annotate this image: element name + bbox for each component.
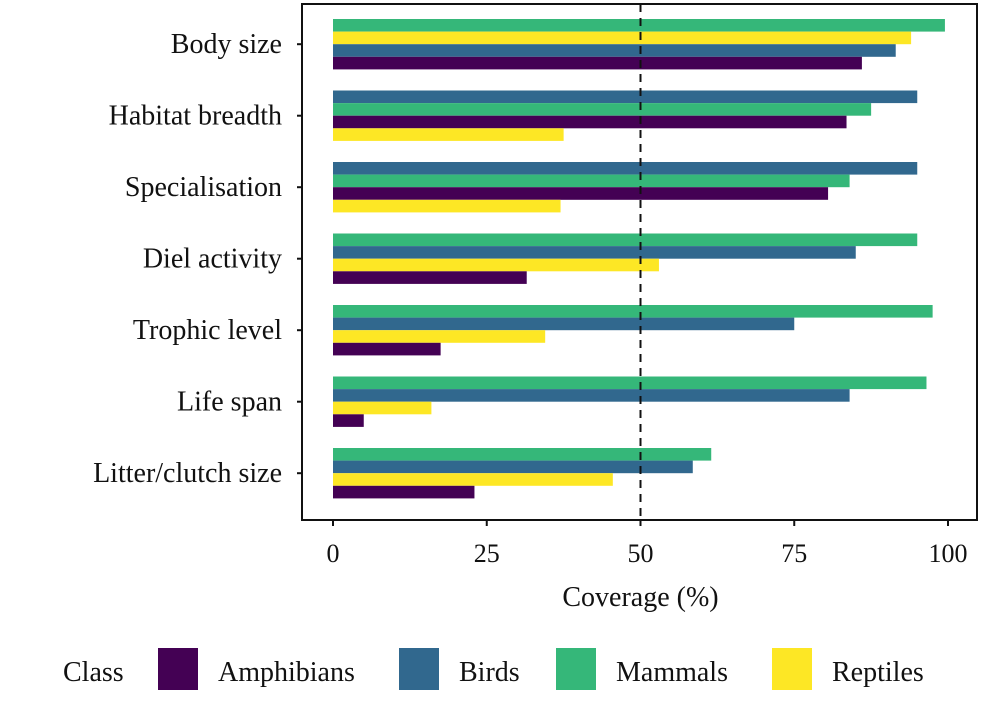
legend-label-birds: Birds — [459, 657, 520, 688]
legend: Class Amphibians Birds Mammals Reptiles — [63, 648, 924, 690]
legend-label-amphibians: Amphibians — [218, 657, 355, 688]
y-category-label: Diel activity — [143, 244, 282, 275]
bar-reptiles-3 — [333, 199, 561, 213]
bar-amphibians-4 — [333, 271, 527, 284]
x-axis: 0 25 50 75 100 — [327, 520, 968, 568]
bar-reptiles-6 — [333, 401, 432, 415]
bar-amphibians-6 — [333, 414, 364, 427]
bar-birds-1 — [333, 44, 896, 57]
legend-title: Class — [63, 657, 124, 688]
bar-mammals-7 — [333, 448, 712, 461]
bar-amphibians-7 — [333, 485, 475, 499]
bar-reptiles-2 — [333, 128, 564, 141]
bar-mammals-2 — [333, 103, 872, 116]
x-tick-label: 25 — [474, 539, 500, 568]
bar-mammals-6 — [333, 376, 927, 390]
legend-swatch-mammals — [556, 648, 596, 690]
y-category-label: Life span — [177, 387, 282, 418]
bars-layer — [333, 19, 945, 499]
bar-mammals-3 — [333, 174, 850, 188]
bar-birds-7 — [333, 460, 693, 474]
bar-mammals-4 — [333, 233, 918, 247]
bar-amphibians-3 — [333, 187, 829, 200]
legend-swatch-reptiles — [772, 648, 812, 690]
bar-birds-3 — [333, 162, 918, 175]
bar-mammals-1 — [333, 19, 945, 32]
legend-label-reptiles: Reptiles — [832, 657, 924, 688]
bar-amphibians-5 — [333, 342, 441, 356]
x-tick-label: 75 — [781, 539, 807, 568]
bar-reptiles-5 — [333, 330, 546, 343]
y-category-label: Trophic level — [133, 315, 282, 346]
y-category-label: Litter/clutch size — [93, 458, 282, 489]
x-tick-label: 0 — [327, 539, 340, 568]
bar-birds-6 — [333, 389, 850, 402]
bar-mammals-5 — [333, 305, 933, 318]
legend-swatch-birds — [399, 648, 439, 690]
y-axis: Body size Habitat breadth Specialisation Di… — [93, 29, 302, 489]
legend-swatch-amphibians — [158, 648, 198, 690]
legend-label-mammals: Mammals — [616, 657, 728, 688]
bar-amphibians-1 — [333, 56, 862, 70]
x-axis-title: Coverage (%) — [562, 582, 718, 613]
x-tick-label: 50 — [628, 539, 654, 568]
bar-reptiles-1 — [333, 31, 912, 45]
bar-amphibians-2 — [333, 115, 847, 129]
y-category-label: Habitat breadth — [109, 101, 282, 132]
y-category-label: Specialisation — [125, 172, 282, 203]
bar-reptiles-7 — [333, 473, 613, 486]
bar-birds-5 — [333, 317, 795, 331]
bar-birds-2 — [333, 90, 918, 104]
bar-reptiles-4 — [333, 258, 659, 272]
x-tick-label: 100 — [929, 539, 968, 568]
bar-birds-4 — [333, 246, 856, 259]
y-category-label: Body size — [171, 29, 282, 60]
